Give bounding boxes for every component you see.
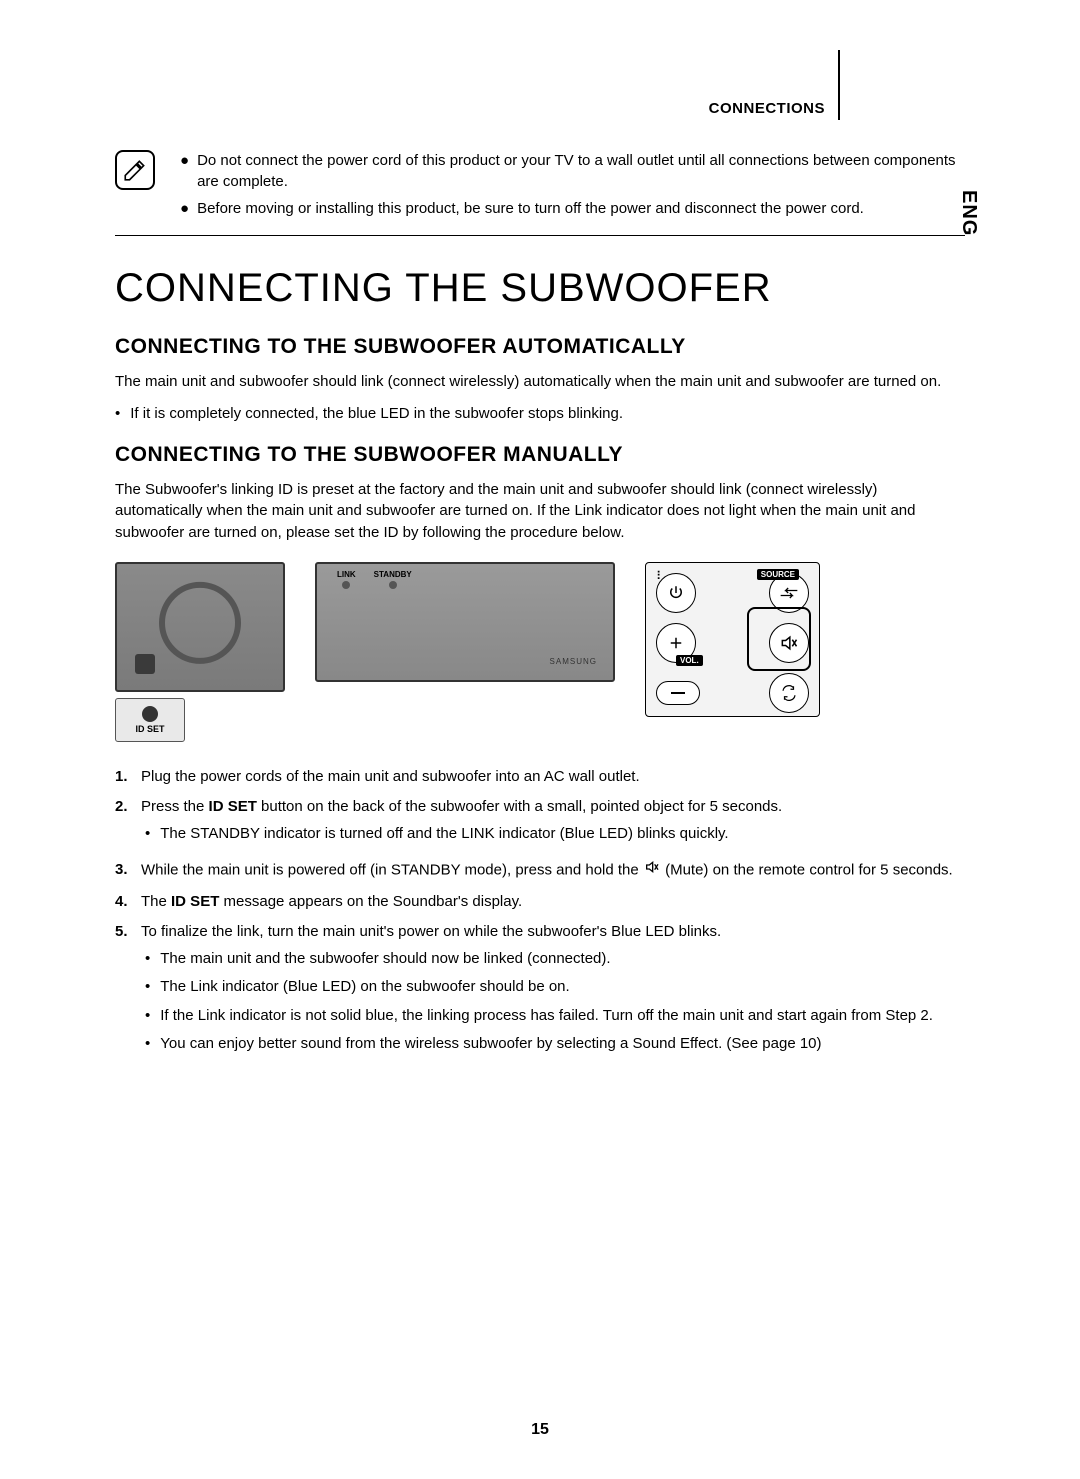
section-heading-auto: CONNECTING TO THE SUBWOOFER AUTOMATICALL… (115, 335, 965, 359)
step-text: The ID SET message appears on the Soundb… (141, 891, 965, 914)
steps-list: Plug the power cords of the main unit an… (115, 766, 965, 1062)
repeat-icon (769, 673, 809, 713)
pencil-note-icon (115, 150, 155, 190)
step-text: While the main unit is powered off (in S… (141, 859, 965, 883)
divider (115, 235, 965, 236)
figure-subwoofer: ID SET (115, 562, 285, 742)
step-text: Plug the power cords of the main unit an… (141, 766, 965, 789)
note-box: ●Do not connect the power cord of this p… (115, 150, 965, 225)
manual-page: CONNECTIONS ENG ●Do not connect the powe… (0, 0, 1080, 1479)
figure-remote: ⠇ SOURCE VOL. (645, 562, 820, 717)
led-label: LINK (337, 570, 356, 579)
vol-label: VOL. (676, 655, 703, 666)
body-text: The main unit and subwoofer should link … (115, 371, 965, 393)
bullet-dot: ● (180, 198, 189, 219)
figure-row: ID SET LINK STANDBY SAMSUNG ⠇ SOURCE (115, 562, 965, 742)
callout-id-set: ID SET (115, 698, 185, 742)
brand-label: SAMSUNG (550, 657, 597, 666)
note-text: Do not connect the power cord of this pr… (197, 150, 965, 192)
highlight-box (747, 607, 811, 671)
note-text: Before moving or installing this product… (197, 198, 864, 219)
source-label: SOURCE (757, 569, 799, 580)
substep-text: The main unit and the subwoofer should n… (160, 948, 610, 971)
callout-label: ID SET (135, 724, 164, 734)
substep-text: The Link indicator (Blue LED) on the sub… (160, 976, 569, 999)
led-label: STANDBY (374, 570, 412, 579)
substep-text: If the Link indicator is not solid blue,… (160, 1005, 933, 1028)
section-heading-manual: CONNECTING TO THE SUBWOOFER MANUALLY (115, 443, 965, 467)
figure-soundbar: LINK STANDBY SAMSUNG (315, 562, 615, 682)
mute-icon (643, 859, 661, 883)
language-tab: ENG (957, 190, 980, 236)
header-divider (838, 50, 840, 120)
body-text: The Subwoofer's linking ID is preset at … (115, 479, 965, 544)
substep-text: You can enjoy better sound from the wire… (160, 1033, 821, 1056)
page-number: 15 (531, 1421, 549, 1439)
minus-icon (656, 681, 700, 705)
bullet-dot: ● (180, 150, 189, 192)
step-text: To finalize the link, turn the main unit… (141, 921, 965, 1062)
section-label: CONNECTIONS (709, 100, 825, 117)
substep-text: The STANDBY indicator is turned off and … (160, 823, 728, 846)
bullet-icon: • (115, 403, 120, 425)
body-text: If it is completely connected, the blue … (130, 403, 623, 425)
step-text: Press the ID SET button on the back of t… (141, 796, 965, 851)
page-title: CONNECTING THE SUBWOOFER (115, 266, 965, 311)
